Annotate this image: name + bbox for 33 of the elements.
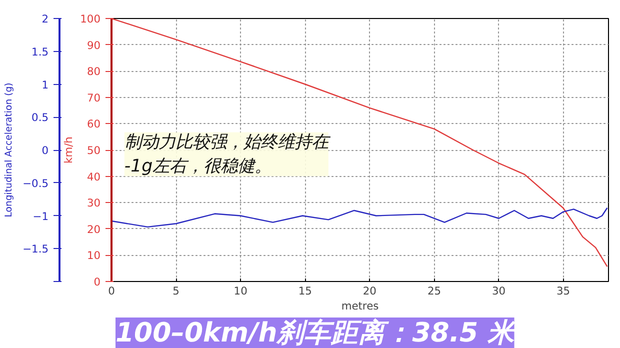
y2-tick-label: −1 <box>32 210 49 223</box>
x-tick-label: 35 <box>556 284 570 298</box>
y2-tick-label: 1.5 <box>32 45 49 58</box>
line-series <box>112 207 608 228</box>
x-tick-label: 25 <box>427 284 442 298</box>
y2-tick-label: 0.5 <box>32 111 49 124</box>
text: 100–0km/h刹车距离：38.5 米 <box>116 318 516 348</box>
x-tick-label: 5 <box>172 284 180 298</box>
x-tick-label: 20 <box>362 284 377 298</box>
annotation: 制动力比较强，始终维持在 -1g左右，很稳健。 <box>124 132 332 176</box>
y-tick-label: 70 <box>86 91 101 104</box>
x-tick-label: 30 <box>492 284 506 298</box>
y-tick-label: 50 <box>86 144 101 157</box>
y2-tick-label: 1 <box>42 78 48 92</box>
y-tick-label: 90 <box>86 38 101 52</box>
y2-axis-title: Longitudinal Acceleration (g) <box>4 82 15 218</box>
y-tick-label: 100 <box>80 12 101 26</box>
x-tick-label: 15 <box>298 284 312 298</box>
x-tick-label: 0 <box>108 284 116 298</box>
y2-tick-label: −0.5 <box>22 176 49 190</box>
y-axis-title: km/h <box>62 136 76 164</box>
y-tick-label: 80 <box>86 65 101 78</box>
y-tick-label: 10 <box>86 249 101 262</box>
y-tick-label: 20 <box>86 222 101 236</box>
y2-tick-label: −1.5 <box>22 242 49 256</box>
y2-tick-label: 2 <box>42 12 48 26</box>
y-tick-label: 0 <box>94 276 101 288</box>
y-tick-label: 40 <box>86 170 101 184</box>
y-tick-label: 60 <box>86 118 101 131</box>
y-tick-label: 30 <box>86 196 101 210</box>
x-axis-title: metres <box>341 300 380 312</box>
x-tick-label: 10 <box>234 284 248 298</box>
y2-tick-label: 0 <box>42 144 49 157</box>
